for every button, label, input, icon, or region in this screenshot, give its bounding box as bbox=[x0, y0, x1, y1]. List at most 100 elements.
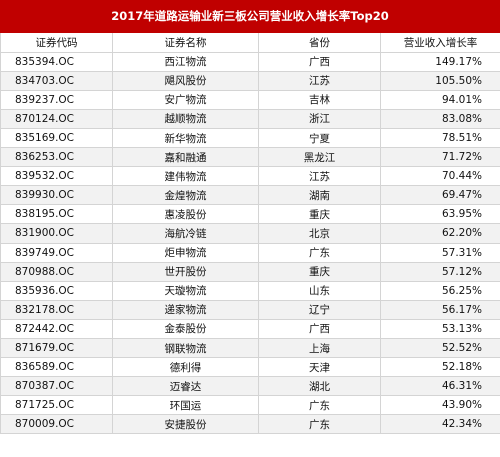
cell-name: 飓风股份 bbox=[112, 71, 259, 91]
cell-province: 北京 bbox=[258, 223, 381, 244]
cell-province: 浙江 bbox=[258, 109, 381, 129]
header-name: 证券名称 bbox=[112, 33, 259, 53]
cell-province: 广西 bbox=[258, 52, 381, 72]
table-row: 831900.OC 海航冷链 北京 62.20% bbox=[0, 223, 500, 244]
cell-name: 金泰股份 bbox=[112, 319, 259, 340]
cell-province: 重庆 bbox=[258, 204, 381, 225]
table-body: 835394.OC 西江物流 广西 149.17% 834703.OC 飓风股份 江苏 105… bbox=[0, 52, 500, 435]
cell-province: 江苏 bbox=[258, 71, 381, 91]
cell-province: 广东 bbox=[258, 414, 381, 435]
cell-rate: 83.08% bbox=[380, 109, 500, 129]
cell-name: 环国运 bbox=[112, 395, 259, 416]
table-row: 835936.OC 天璇物流 山东 56.25% bbox=[0, 281, 500, 301]
ranking-table: 证券代码 证券名称 省份 营业收入增长率 835394.OC 西江物流 广西 149.… bbox=[0, 33, 500, 435]
cell-rate: 57.12% bbox=[380, 262, 500, 282]
cell-rate: 69.47% bbox=[380, 185, 500, 206]
header-code: 证券代码 bbox=[0, 33, 113, 53]
cell-name: 世开股份 bbox=[112, 262, 259, 282]
cell-code: 870988.OC bbox=[0, 262, 113, 282]
cell-code: 835394.OC bbox=[0, 52, 113, 72]
cell-name: 新华物流 bbox=[112, 128, 259, 149]
cell-code: 870124.OC bbox=[0, 109, 113, 129]
cell-province: 湖南 bbox=[258, 185, 381, 206]
cell-name: 越顺物流 bbox=[112, 109, 259, 129]
cell-name: 嘉和融通 bbox=[112, 147, 259, 168]
cell-name: 炬申物流 bbox=[112, 243, 259, 263]
table-row: 835169.OC 新华物流 宁夏 78.51% bbox=[0, 128, 500, 149]
table-row: 871725.OC 环国运 广东 43.90% bbox=[0, 395, 500, 416]
cell-province: 上海 bbox=[258, 338, 381, 359]
cell-rate: 42.34% bbox=[380, 414, 500, 435]
table-row: 872442.OC 金泰股份 广西 53.13% bbox=[0, 319, 500, 340]
table-row: 836589.OC 德利得 天津 52.18% bbox=[0, 357, 500, 378]
cell-rate: 56.17% bbox=[380, 300, 500, 320]
cell-code: 870009.OC bbox=[0, 414, 113, 435]
cell-province: 广西 bbox=[258, 319, 381, 340]
table-row: 870387.OC 迈睿达 湖北 46.31% bbox=[0, 376, 500, 397]
cell-name: 西江物流 bbox=[112, 52, 259, 72]
table-row: 835394.OC 西江物流 广西 149.17% bbox=[0, 52, 500, 72]
cell-name: 惠凌股份 bbox=[112, 204, 259, 225]
header-row: 证券代码 证券名称 省份 营业收入增长率 bbox=[0, 33, 500, 53]
cell-code: 836589.OC bbox=[0, 357, 113, 378]
cell-rate: 70.44% bbox=[380, 166, 500, 187]
cell-province: 山东 bbox=[258, 281, 381, 301]
cell-rate: 62.20% bbox=[380, 223, 500, 244]
cell-name: 德利得 bbox=[112, 357, 259, 378]
cell-name: 天璇物流 bbox=[112, 281, 259, 301]
table-row: 838195.OC 惠凌股份 重庆 63.95% bbox=[0, 204, 500, 225]
cell-name: 递家物流 bbox=[112, 300, 259, 320]
cell-province: 广东 bbox=[258, 395, 381, 416]
cell-code: 871725.OC bbox=[0, 395, 113, 416]
table-row: 836253.OC 嘉和融通 黑龙江 71.72% bbox=[0, 147, 500, 168]
cell-name: 建伟物流 bbox=[112, 166, 259, 187]
cell-rate: 57.31% bbox=[380, 243, 500, 263]
cell-rate: 53.13% bbox=[380, 319, 500, 340]
cell-code: 832178.OC bbox=[0, 300, 113, 320]
cell-province: 宁夏 bbox=[258, 128, 381, 149]
header-province: 省份 bbox=[258, 33, 381, 53]
cell-code: 871679.OC bbox=[0, 338, 113, 359]
cell-code: 839930.OC bbox=[0, 185, 113, 206]
table-row: 871679.OC 钢联物流 上海 52.52% bbox=[0, 338, 500, 359]
table-row: 870988.OC 世开股份 重庆 57.12% bbox=[0, 262, 500, 282]
cell-rate: 78.51% bbox=[380, 128, 500, 149]
cell-province: 广东 bbox=[258, 243, 381, 263]
table-row: 839749.OC 炬申物流 广东 57.31% bbox=[0, 243, 500, 263]
cell-code: 835936.OC bbox=[0, 281, 113, 301]
cell-code: 836253.OC bbox=[0, 147, 113, 168]
cell-name: 安捷股份 bbox=[112, 414, 259, 435]
cell-province: 江苏 bbox=[258, 166, 381, 187]
cell-name: 安广物流 bbox=[112, 90, 259, 110]
cell-rate: 71.72% bbox=[380, 147, 500, 168]
cell-rate: 94.01% bbox=[380, 90, 500, 110]
cell-code: 834703.OC bbox=[0, 71, 113, 91]
cell-name: 海航冷链 bbox=[112, 223, 259, 244]
cell-name: 钢联物流 bbox=[112, 338, 259, 359]
cell-name: 金煌物流 bbox=[112, 185, 259, 206]
table-row: 834703.OC 飓风股份 江苏 105.50% bbox=[0, 71, 500, 91]
cell-rate: 56.25% bbox=[380, 281, 500, 301]
table-row: 839532.OC 建伟物流 江苏 70.44% bbox=[0, 166, 500, 187]
table-row: 839237.OC 安广物流 吉林 94.01% bbox=[0, 90, 500, 110]
cell-code: 870387.OC bbox=[0, 376, 113, 397]
cell-rate: 52.18% bbox=[380, 357, 500, 378]
cell-code: 839749.OC bbox=[0, 243, 113, 263]
cell-name: 迈睿达 bbox=[112, 376, 259, 397]
cell-province: 辽宁 bbox=[258, 300, 381, 320]
table-row: 870009.OC 安捷股份 广东 42.34% bbox=[0, 414, 500, 435]
cell-province: 湖北 bbox=[258, 376, 381, 397]
cell-province: 黑龙江 bbox=[258, 147, 381, 168]
cell-rate: 105.50% bbox=[380, 71, 500, 91]
cell-province: 天津 bbox=[258, 357, 381, 378]
table-row: 832178.OC 递家物流 辽宁 56.17% bbox=[0, 300, 500, 320]
table-title: 2017年道路运输业新三板公司营业收入增长率Top20 bbox=[0, 0, 500, 33]
cell-rate: 63.95% bbox=[380, 204, 500, 225]
table-row: 870124.OC 越顺物流 浙江 83.08% bbox=[0, 109, 500, 129]
cell-code: 839237.OC bbox=[0, 90, 113, 110]
table-row: 839930.OC 金煌物流 湖南 69.47% bbox=[0, 185, 500, 206]
cell-code: 831900.OC bbox=[0, 223, 113, 244]
cell-province: 重庆 bbox=[258, 262, 381, 282]
cell-code: 839532.OC bbox=[0, 166, 113, 187]
